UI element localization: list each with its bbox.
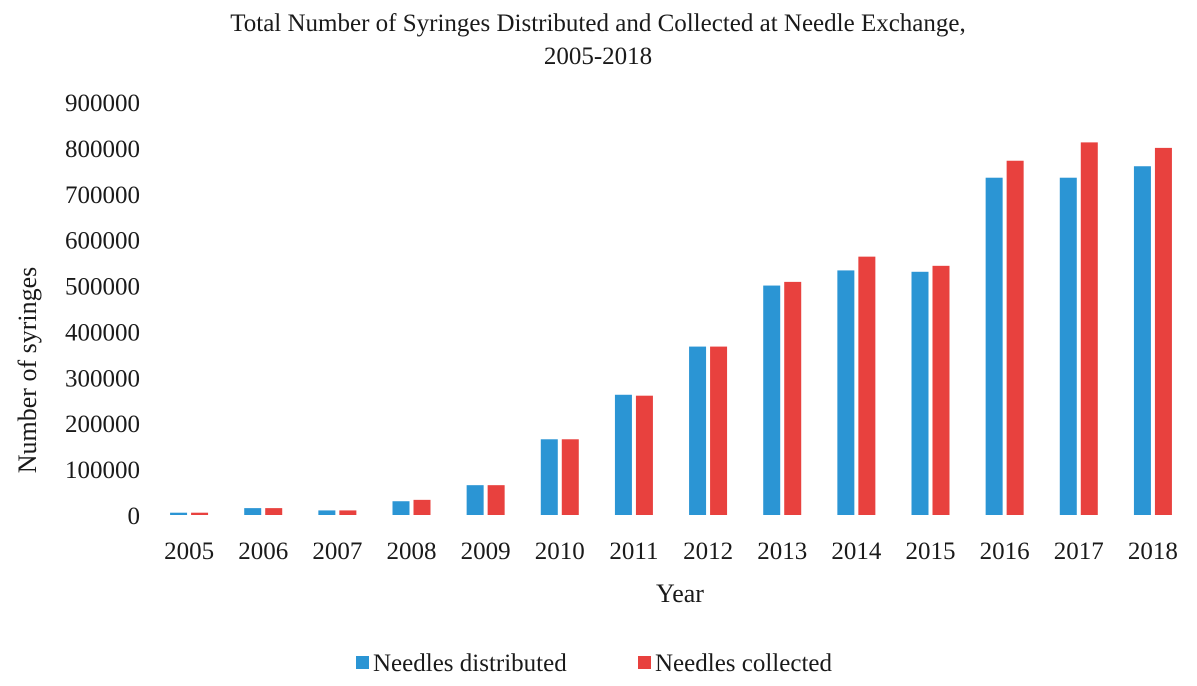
bar-distributed-2015 [911,271,929,515]
y-tick-label: 200000 [65,411,140,438]
y-tick-label: 500000 [65,274,140,301]
x-tick-label: 2008 [387,538,437,565]
legend: Needles distributed Needles collected [356,650,832,677]
x-tick-label: 2007 [312,538,362,565]
x-tick-label: 2015 [906,538,956,565]
x-axis-label: Year [656,579,704,608]
bar-collected-2016 [1006,160,1024,515]
chart-title: Total Number of Syringes Distributed and… [230,10,966,37]
legend-label-distributed: Needles distributed [373,650,567,677]
y-tick-label: 100000 [65,457,140,484]
bar-distributed-2013 [763,285,781,515]
legend-swatch-distributed [356,656,369,669]
x-axis-ticks: 2005 2006 2007 2008 2009 2010 2011 2012 2013 2014… [164,538,1178,565]
bar-distributed-2017 [1059,177,1077,515]
x-tick-label: 2006 [238,538,288,565]
x-tick-label: 2011 [609,538,658,565]
bar-collected-2012 [710,346,728,515]
x-tick-label: 2017 [1054,538,1104,565]
bar-collected-2007 [339,510,357,515]
bar-distributed-2006 [244,508,262,515]
bar-collected-2006 [265,508,283,515]
bar-collected-2017 [1080,142,1098,516]
x-tick-label: 2009 [461,538,511,565]
bar-collected-2011 [635,395,653,515]
y-tick-label: 0 [128,503,141,530]
bar-collected-2015 [932,265,950,515]
bar-distributed-2014 [837,270,855,515]
bar-collected-2009 [487,485,505,515]
x-tick-label: 2010 [535,538,585,565]
bar-distributed-2012 [689,346,707,515]
bar-collected-2014 [858,256,876,515]
x-tick-label: 2012 [683,538,733,565]
y-tick-label: 600000 [65,228,140,255]
bar-distributed-2016 [985,177,1003,515]
bar-collected-2005 [191,512,209,515]
bar-collected-2010 [561,439,579,515]
bar-collected-2008 [413,499,431,515]
y-axis-label: Number of syringes [13,267,42,474]
y-tick-label: 700000 [65,182,140,209]
bar-distributed-2007 [318,510,336,515]
y-tick-label: 900000 [65,90,140,117]
x-tick-label: 2005 [164,538,214,565]
y-tick-label: 800000 [65,136,140,163]
bar-distributed-2005 [170,512,188,515]
chart-subtitle: 2005-2018 [544,43,652,70]
x-tick-label: 2014 [831,538,882,565]
bars [170,142,1172,516]
bar-distributed-2018 [1133,166,1151,515]
x-tick-label: 2013 [757,538,807,565]
bar-collected-2013 [784,281,802,515]
legend-label-collected: Needles collected [655,650,832,677]
bar-distributed-2010 [540,439,558,515]
legend-swatch-collected [638,656,651,669]
y-tick-label: 400000 [65,319,140,346]
bar-distributed-2008 [392,501,410,515]
y-tick-label: 300000 [65,365,140,392]
bar-distributed-2011 [614,394,632,515]
bar-collected-2018 [1154,147,1172,515]
y-axis-ticks: 0 100000 200000 300000 400000 500000 600000 700… [65,90,140,530]
x-tick-label: 2018 [1128,538,1178,565]
x-tick-label: 2016 [980,538,1030,565]
bar-distributed-2009 [466,485,484,515]
